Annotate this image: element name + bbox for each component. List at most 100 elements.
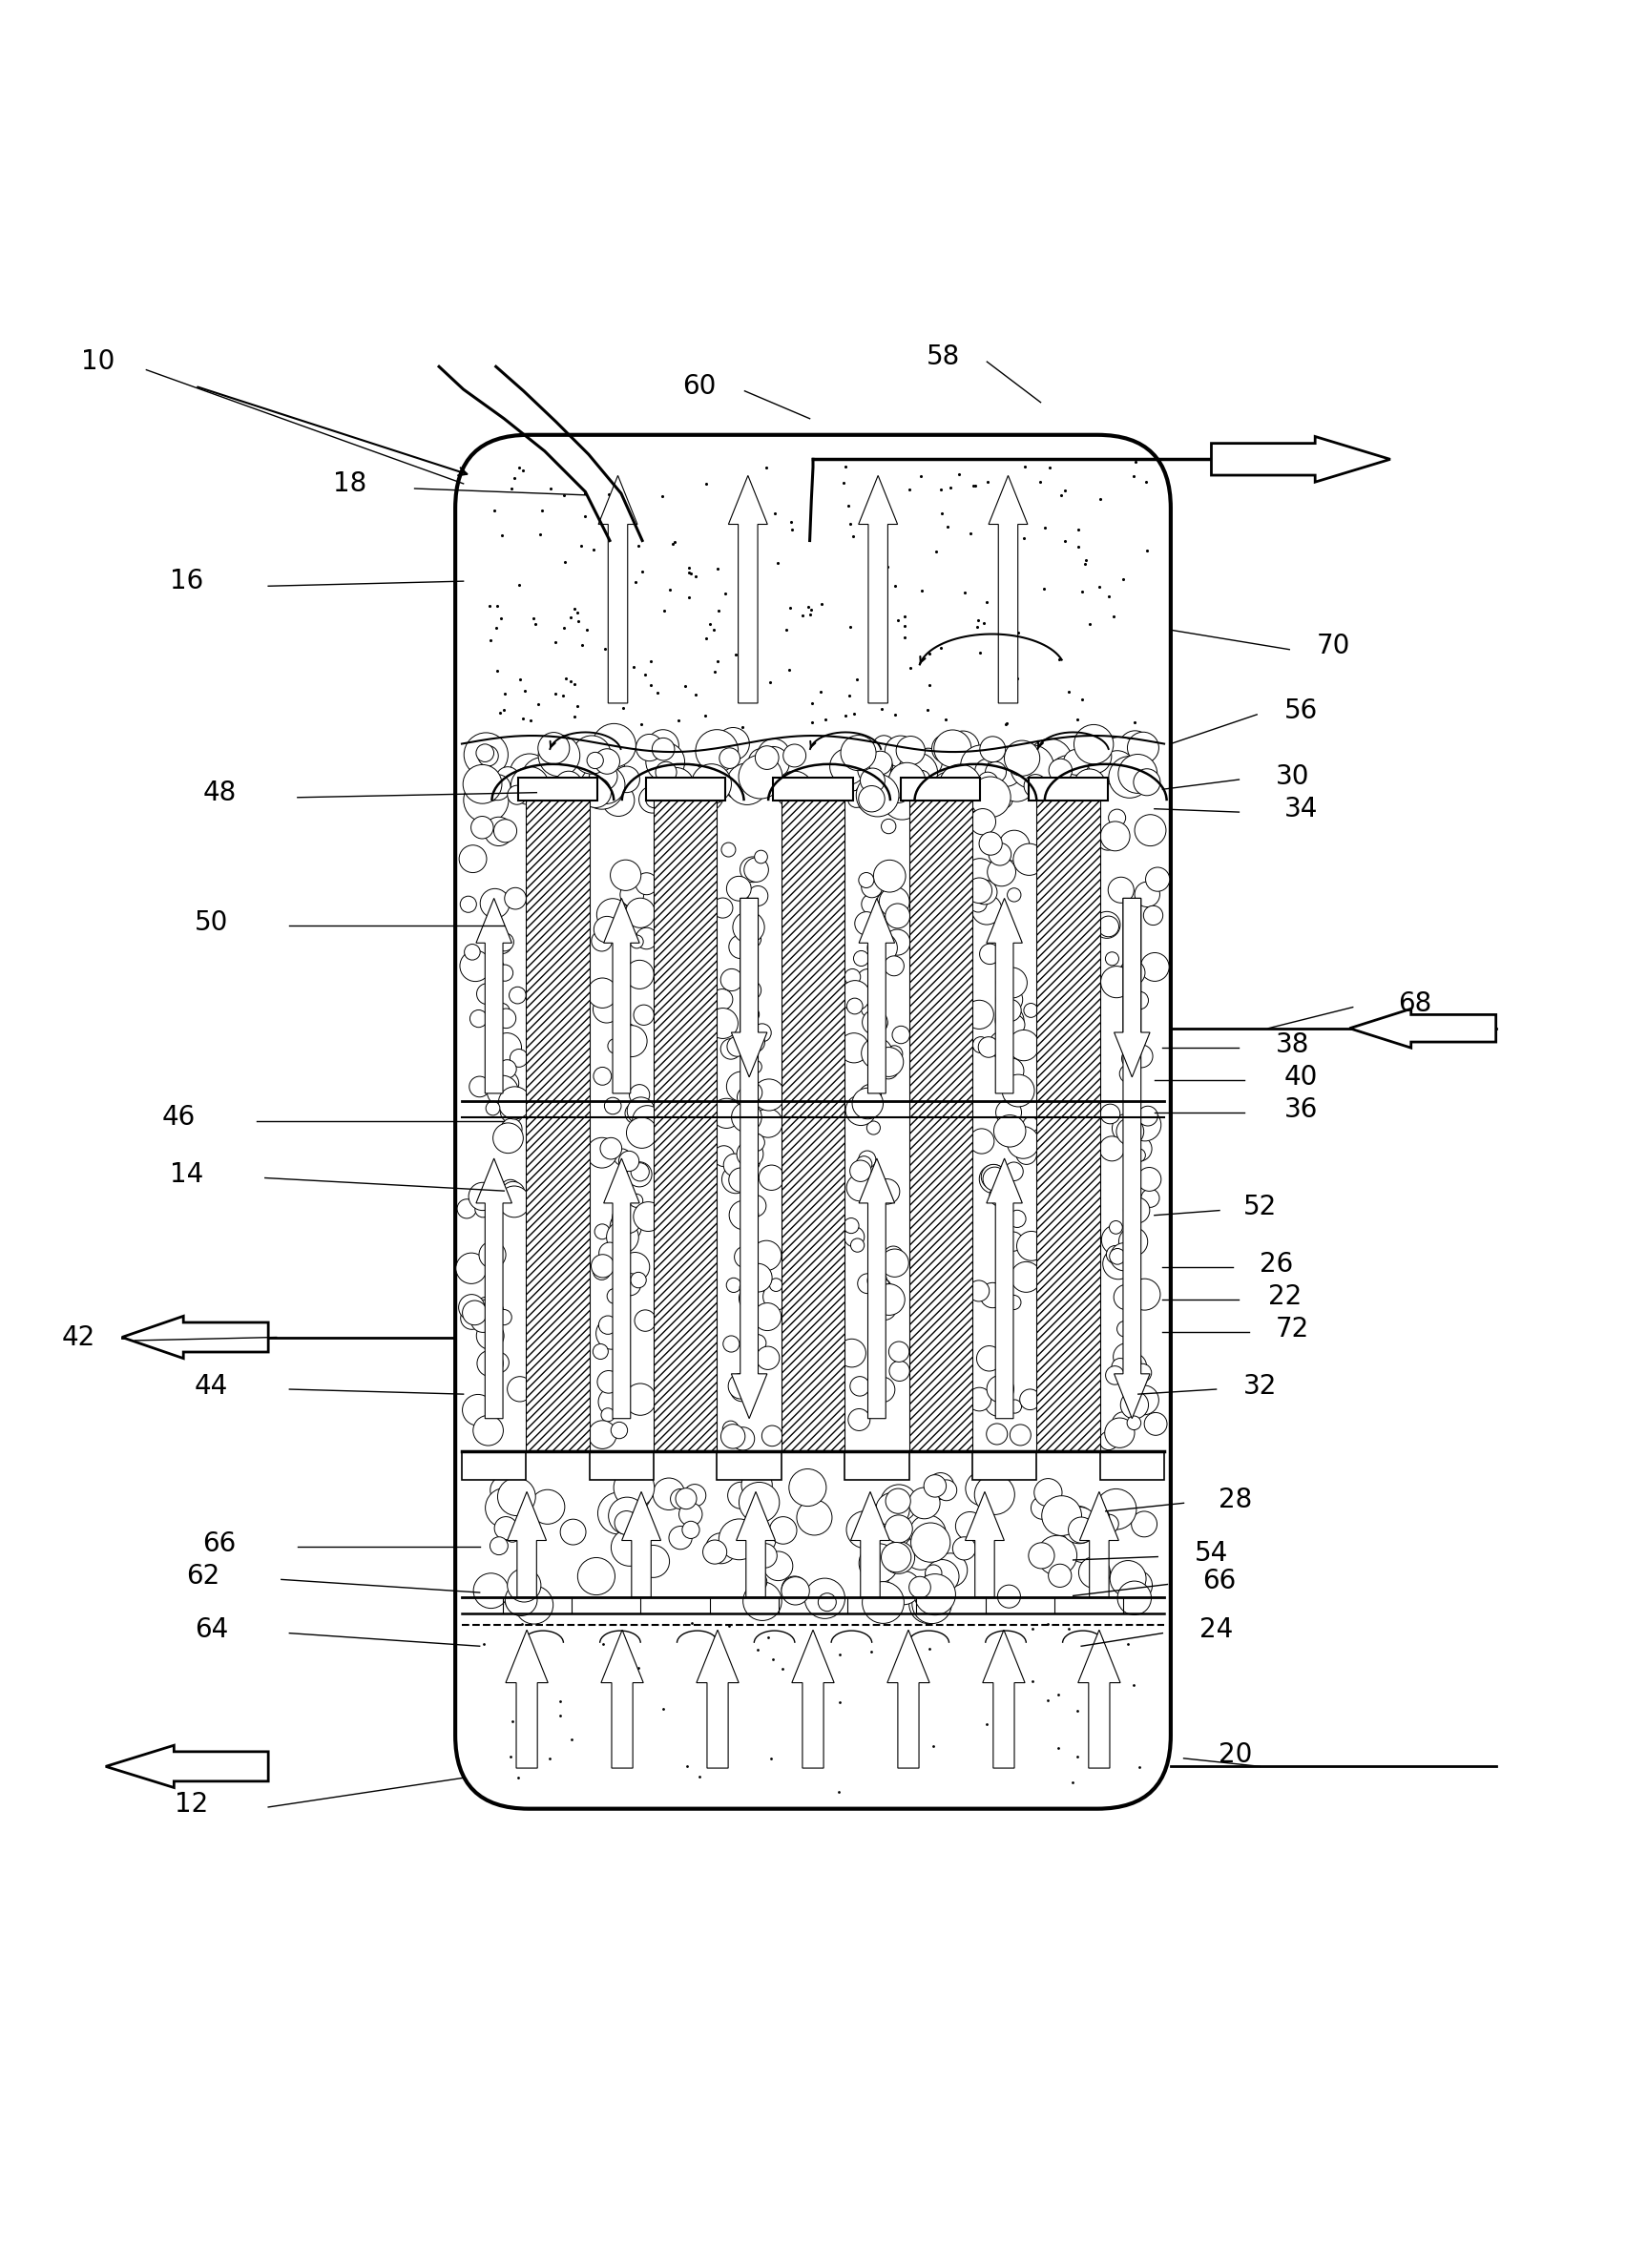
Circle shape — [911, 1522, 950, 1563]
Circle shape — [1119, 1581, 1148, 1610]
Circle shape — [909, 753, 953, 796]
Point — [707, 1683, 733, 1719]
Circle shape — [854, 785, 880, 810]
Circle shape — [652, 737, 675, 760]
Circle shape — [737, 1086, 759, 1109]
Circle shape — [486, 1102, 499, 1116]
Circle shape — [776, 771, 813, 810]
Circle shape — [1101, 1105, 1120, 1125]
Circle shape — [507, 1569, 541, 1601]
Circle shape — [634, 1202, 663, 1232]
Circle shape — [844, 1227, 865, 1247]
Circle shape — [886, 1572, 920, 1606]
Circle shape — [712, 1098, 741, 1127]
Circle shape — [593, 996, 620, 1023]
Circle shape — [593, 1263, 610, 1279]
Circle shape — [738, 755, 782, 798]
Bar — [1029, 778, 1107, 801]
Circle shape — [493, 1089, 512, 1107]
Point — [1065, 513, 1091, 549]
Point — [753, 449, 779, 485]
Circle shape — [876, 1284, 901, 1309]
Circle shape — [504, 1579, 543, 1617]
Circle shape — [1133, 769, 1161, 796]
Circle shape — [751, 1241, 782, 1270]
Point — [660, 526, 686, 562]
Point — [935, 508, 961, 544]
Circle shape — [628, 1098, 655, 1125]
Point — [984, 1635, 1010, 1672]
Point — [502, 460, 528, 497]
Circle shape — [595, 1225, 610, 1238]
Point — [675, 1749, 701, 1785]
Circle shape — [860, 769, 885, 794]
Circle shape — [883, 1542, 915, 1574]
Circle shape — [987, 857, 1016, 887]
Point — [1046, 1676, 1072, 1712]
Circle shape — [589, 778, 606, 796]
Polygon shape — [598, 476, 637, 703]
Circle shape — [956, 1513, 984, 1540]
Point — [730, 710, 756, 746]
Circle shape — [946, 730, 979, 764]
Circle shape — [997, 968, 1028, 998]
Polygon shape — [1080, 1492, 1119, 1597]
Point — [961, 467, 987, 503]
Circle shape — [1098, 830, 1117, 850]
Circle shape — [608, 916, 626, 934]
Bar — [462, 1452, 527, 1481]
Circle shape — [982, 1168, 1006, 1191]
Circle shape — [472, 816, 493, 839]
Circle shape — [912, 1583, 951, 1624]
Circle shape — [460, 896, 476, 912]
Circle shape — [727, 875, 751, 900]
Circle shape — [1065, 1506, 1093, 1535]
Point — [928, 494, 954, 531]
Circle shape — [722, 1420, 738, 1438]
Circle shape — [646, 742, 685, 782]
Point — [974, 463, 1000, 499]
Polygon shape — [732, 898, 767, 1077]
Text: 70: 70 — [1317, 633, 1350, 660]
Circle shape — [611, 1529, 649, 1567]
Polygon shape — [966, 1492, 1005, 1597]
Circle shape — [857, 968, 878, 991]
Circle shape — [629, 1193, 642, 1207]
Point — [1036, 449, 1062, 485]
Point — [891, 599, 917, 635]
Circle shape — [1119, 730, 1151, 764]
Circle shape — [470, 1077, 489, 1098]
Circle shape — [462, 1300, 486, 1325]
Point — [826, 1774, 852, 1810]
Point — [1065, 1694, 1091, 1730]
Circle shape — [636, 735, 663, 762]
Circle shape — [847, 1175, 873, 1202]
Text: 34: 34 — [1285, 796, 1317, 823]
Polygon shape — [1114, 898, 1150, 1418]
Circle shape — [1024, 773, 1047, 798]
Circle shape — [1098, 916, 1119, 937]
Point — [678, 556, 704, 592]
Point — [489, 517, 515, 553]
Circle shape — [589, 762, 618, 789]
Point — [833, 699, 859, 735]
Circle shape — [972, 1036, 989, 1052]
Circle shape — [1010, 744, 1054, 789]
Circle shape — [782, 1576, 810, 1606]
Point — [1111, 560, 1137, 596]
Polygon shape — [602, 1631, 644, 1769]
Circle shape — [1104, 973, 1119, 987]
Point — [704, 551, 730, 587]
Point — [629, 553, 655, 590]
Circle shape — [506, 1583, 537, 1615]
Point — [967, 635, 993, 671]
Point — [553, 660, 579, 696]
Circle shape — [485, 1488, 525, 1529]
Circle shape — [1130, 1046, 1153, 1068]
Circle shape — [1106, 1245, 1124, 1263]
Circle shape — [909, 1576, 930, 1599]
Circle shape — [844, 1218, 859, 1234]
Circle shape — [969, 1129, 993, 1154]
Point — [543, 624, 569, 660]
Point — [592, 631, 618, 667]
